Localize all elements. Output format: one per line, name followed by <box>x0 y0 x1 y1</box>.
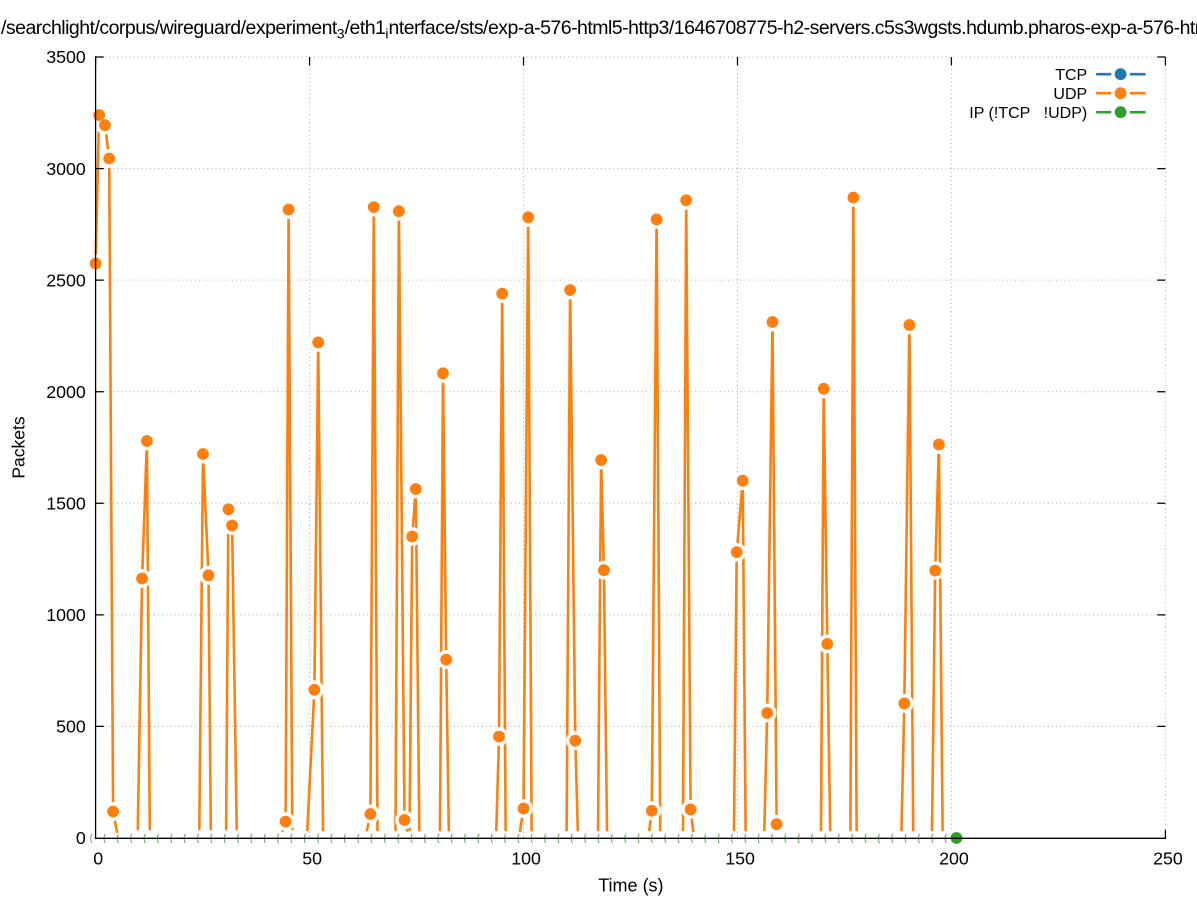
svg-text:3000: 3000 <box>46 159 86 179</box>
svg-text:100: 100 <box>511 848 541 868</box>
svg-text:200: 200 <box>939 848 969 868</box>
svg-text:Packets: Packets <box>9 416 29 478</box>
svg-text:0: 0 <box>76 828 86 848</box>
svg-text:3500: 3500 <box>46 47 86 67</box>
svg-text:250: 250 <box>1153 848 1183 868</box>
svg-text:1500: 1500 <box>46 494 86 514</box>
svg-text:TCP: TCP <box>1055 67 1087 84</box>
svg-text:2000: 2000 <box>46 382 86 402</box>
svg-text:0: 0 <box>93 848 103 868</box>
svg-text:1000: 1000 <box>46 605 86 625</box>
svg-text:IP (!TCP !UDP): IP (!TCP !UDP) <box>969 105 1087 122</box>
svg-text:/searchlight/corpus/wireguard/: /searchlight/corpus/wireguard/experiment… <box>1 17 1197 42</box>
svg-text:2500: 2500 <box>46 270 86 290</box>
svg-text:Time (s): Time (s) <box>598 875 663 895</box>
svg-text:50: 50 <box>302 848 322 868</box>
svg-text:150: 150 <box>725 848 755 868</box>
svg-text:UDP: UDP <box>1053 86 1087 103</box>
svg-text:500: 500 <box>56 717 86 737</box>
